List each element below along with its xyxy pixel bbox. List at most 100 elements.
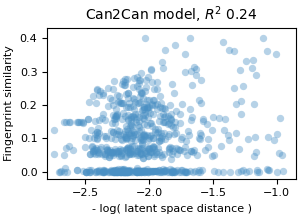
Point — [228, 170, 232, 174]
Point — [135, 167, 140, 170]
Point — [196, 136, 201, 139]
Point — [139, 91, 144, 95]
Point — [212, 153, 217, 157]
Point — [75, 168, 80, 172]
Point — [84, 170, 88, 174]
Point — [103, 134, 108, 138]
Point — [199, 101, 204, 105]
Point — [100, 170, 105, 174]
Point — [159, 153, 164, 157]
Point — [150, 102, 154, 105]
Point — [114, 112, 119, 116]
Point — [126, 169, 131, 173]
Point — [112, 170, 117, 174]
Point — [111, 170, 116, 174]
Point — [178, 168, 183, 172]
Point — [127, 101, 132, 105]
Point — [165, 170, 170, 174]
Point — [182, 70, 187, 74]
Point — [139, 128, 144, 131]
Point — [172, 132, 177, 136]
Point — [148, 67, 153, 71]
Point — [109, 170, 114, 173]
Point — [106, 104, 110, 108]
Point — [91, 94, 96, 97]
Point — [252, 154, 256, 157]
Point — [107, 153, 112, 157]
Point — [133, 120, 138, 123]
Point — [147, 99, 152, 102]
Point — [159, 138, 164, 142]
Point — [123, 93, 128, 96]
Point — [155, 80, 160, 83]
Point — [151, 144, 156, 148]
Point — [99, 146, 104, 149]
Point — [241, 168, 246, 172]
Point — [149, 121, 154, 125]
Point — [104, 136, 109, 140]
Point — [167, 147, 172, 150]
Point — [194, 153, 199, 157]
Point — [160, 120, 165, 124]
Point — [110, 130, 115, 133]
Point — [163, 137, 168, 141]
Point — [101, 168, 106, 171]
Point — [109, 129, 113, 133]
Point — [154, 170, 159, 173]
Point — [135, 101, 140, 105]
Point — [127, 152, 132, 155]
Point — [121, 168, 125, 171]
Point — [118, 147, 123, 150]
Point — [153, 130, 158, 134]
Point — [107, 155, 112, 158]
Point — [109, 121, 114, 124]
Point — [189, 115, 194, 119]
Point — [84, 170, 89, 174]
Point — [197, 131, 202, 135]
Point — [95, 152, 100, 155]
Point — [102, 134, 107, 138]
Point — [144, 102, 148, 105]
Point — [234, 131, 239, 135]
Point — [111, 170, 116, 174]
Point — [254, 168, 259, 172]
Point — [140, 108, 145, 111]
Point — [130, 149, 135, 152]
Point — [123, 170, 128, 174]
Point — [136, 169, 141, 173]
Point — [154, 152, 159, 156]
Point — [87, 136, 92, 140]
Point — [130, 144, 134, 148]
Point — [157, 150, 162, 154]
Point — [159, 170, 164, 174]
Point — [128, 124, 133, 127]
Point — [104, 170, 109, 173]
X-axis label: - log( latent space distance ): - log( latent space distance ) — [92, 204, 251, 214]
Point — [129, 152, 134, 155]
Point — [266, 169, 271, 172]
Point — [57, 170, 62, 174]
Point — [124, 137, 128, 140]
Point — [210, 129, 214, 132]
Point — [148, 150, 152, 154]
Point — [111, 104, 116, 107]
Point — [111, 169, 116, 173]
Point — [145, 147, 150, 151]
Point — [182, 149, 186, 152]
Point — [210, 154, 214, 157]
Point — [95, 88, 100, 92]
Point — [98, 147, 102, 151]
Point — [133, 112, 138, 116]
Point — [136, 81, 141, 85]
Point — [146, 116, 151, 119]
Point — [137, 151, 142, 154]
Point — [167, 133, 172, 136]
Point — [152, 87, 157, 91]
Point — [140, 169, 145, 173]
Point — [124, 128, 129, 131]
Point — [142, 122, 147, 126]
Point — [124, 170, 128, 174]
Point — [126, 150, 130, 154]
Point — [146, 169, 150, 172]
Point — [94, 130, 99, 134]
